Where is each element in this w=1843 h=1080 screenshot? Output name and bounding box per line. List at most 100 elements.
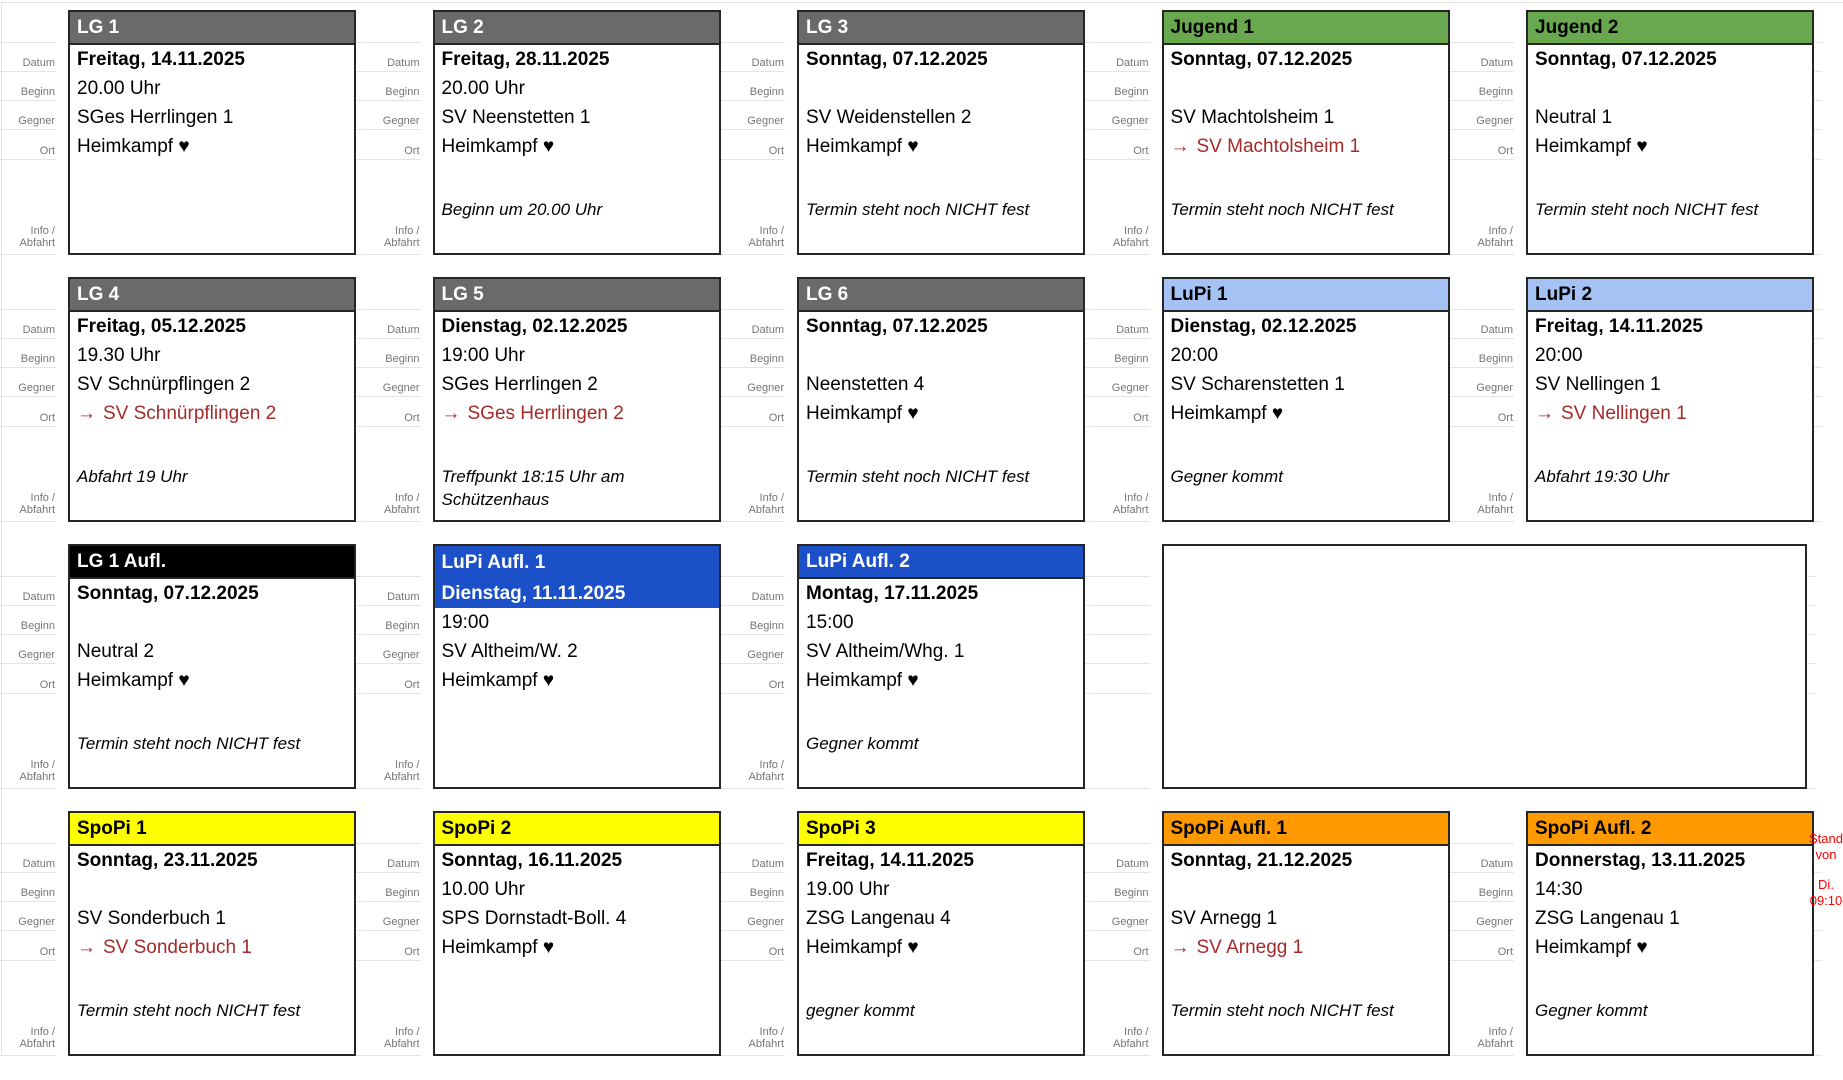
away-arrow-icon: → — [1170, 937, 1190, 958]
team-schedule-cell: Datum Beginn Gegner Ort Info / Abfahrt L… — [0, 544, 365, 789]
team-card-header: LG 1 — [70, 12, 354, 45]
row-label-gutter: Datum Beginn Gegner Ort Info / Abfahrt — [0, 811, 68, 1056]
match-begin-time: 19:00 — [441, 612, 490, 633]
team-name: LG 4 — [77, 284, 120, 305]
match-location: → SV Machtolsheim 1 — [1170, 136, 1361, 157]
home-heart-icon: ♥ — [1271, 403, 1284, 424]
match-begin-time — [806, 74, 1083, 103]
ort-label: Ort — [1133, 946, 1149, 958]
team-card-header: SpoPi Aufl. 1 — [1163, 813, 1448, 846]
row-label-gutter: Datum Beginn Gegner Ort Info / Abfahrt — [1093, 277, 1162, 522]
info-abfahrt-label-cell: Info / Abfahrt — [364, 160, 421, 255]
datum-label: Datum — [387, 858, 420, 870]
team-name: LG 6 — [806, 284, 849, 305]
match-begin-time: 20.00 Uhr — [77, 78, 161, 99]
home-heart-icon: ♥ — [907, 937, 919, 958]
ort-label-cell: Ort — [364, 931, 421, 961]
match-location: Heimkampf ♥ — [1170, 403, 1284, 424]
ort-label-cell: Ort — [364, 664, 421, 694]
datum-label: Datum — [751, 324, 784, 336]
team-card: Jugend 1 Sonntag, 07.12.2025 SV Machtols… — [1161, 10, 1450, 255]
match-date: Freitag, 28.11.2025 — [441, 49, 610, 70]
gutter-header-spacer — [0, 811, 56, 844]
beginn-label-cell: Beginn — [729, 873, 785, 902]
gegner-label-cell: Gegner — [729, 902, 785, 931]
match-date: Dienstag, 02.12.2025 — [1170, 316, 1357, 337]
match-opponent: Neutral 1 — [1535, 107, 1613, 128]
team-card-header: LG 6 — [799, 279, 1083, 312]
match-date: Sonntag, 23.11.2025 — [77, 850, 258, 871]
team-schedule-cell: Datum Beginn Gegner Ort Info / Abfahrt L… — [1093, 277, 1459, 522]
ort-label: Ort — [404, 679, 420, 691]
match-begin-time: 19.00 Uhr — [806, 879, 890, 900]
team-card-body: Sonntag, 23.11.2025 SV Sonderbuch 1 → SV … — [70, 846, 354, 1054]
info-abfahrt-label: Info / Abfahrt — [1477, 1026, 1513, 1050]
info-abfahrt-label-cell: Info / Abfahrt — [729, 694, 785, 789]
team-card-header: LuPi Aufl. 2 — [799, 546, 1083, 579]
team-card: LG 2 Freitag, 28.11.2025 20.00 Uhr SV Ne… — [432, 10, 721, 255]
datum-label-cell: Datum — [364, 577, 421, 606]
team-card: SpoPi 1 Sonntag, 23.11.2025 SV Sonderbuc… — [68, 811, 356, 1056]
away-arrow-icon: → — [1170, 136, 1190, 157]
beginn-label: Beginn — [749, 86, 784, 98]
gutter-header-spacer — [0, 10, 56, 43]
ort-label-cell: Ort — [0, 931, 56, 961]
info-abfahrt-label-cell: Info / Abfahrt — [729, 427, 785, 522]
gegner-label: Gegner — [18, 916, 55, 928]
team-name: LuPi Aufl. 1 — [441, 552, 546, 573]
match-begin-time — [77, 608, 354, 637]
match-date: Sonntag, 07.12.2025 — [77, 583, 259, 604]
beginn-label-cell: Beginn — [0, 339, 56, 368]
gegner-label: Gegner — [382, 916, 420, 928]
ort-label: Ort — [39, 946, 55, 958]
team-schedule-cell: Datum Beginn Gegner Ort Info / Abfahrt L… — [1458, 277, 1823, 522]
match-info-note: Abfahrt 19 Uhr — [77, 467, 188, 486]
match-location: Heimkampf ♥ — [806, 670, 919, 691]
team-card: LG 1 Freitag, 14.11.2025 20.00 Uhr SGes … — [68, 10, 356, 255]
gegner-label-cell: Gegner — [1093, 101, 1150, 130]
match-begin-time: 15:00 — [806, 612, 854, 633]
gutter-header-spacer — [1458, 277, 1514, 310]
team-name: SpoPi 2 — [441, 818, 512, 839]
info-abfahrt-label-cell: Info / Abfahrt — [0, 694, 56, 789]
team-card-header: LG 5 — [434, 279, 719, 312]
team-name: SpoPi 3 — [806, 818, 876, 839]
gegner-label-cell: Gegner — [729, 101, 785, 130]
beginn-label-cell: Beginn — [729, 72, 785, 101]
team-schedule-cell: Datum Beginn Gegner Ort Info / Abfahrt J… — [1093, 10, 1459, 255]
team-name: LG 2 — [441, 17, 484, 38]
team-name: LG 1 — [77, 17, 120, 38]
datum-label-cell: Datum — [0, 310, 56, 339]
match-location: Heimkampf ♥ — [441, 136, 555, 157]
gegner-label: Gegner — [18, 649, 55, 661]
info-abfahrt-label-cell: Info / Abfahrt — [1458, 961, 1514, 1056]
away-arrow-icon: → — [1535, 403, 1554, 424]
team-card: LG 6 Sonntag, 07.12.2025 Neenstetten 4 H… — [797, 277, 1085, 522]
team-card-header: SpoPi 3 — [799, 813, 1083, 846]
ort-label-cell: Ort — [1093, 130, 1150, 160]
info-abfahrt-label-cell: Info / Abfahrt — [364, 427, 421, 522]
datum-label: Datum — [1480, 324, 1513, 336]
home-heart-icon: ♥ — [542, 937, 555, 958]
away-arrow-icon: → — [441, 403, 461, 424]
row-label-gutter: Datum Beginn Gegner Ort Info / Abfahrt — [0, 277, 68, 522]
row-label-gutter: Datum Beginn Gegner Ort Info / Abfahrt — [364, 277, 433, 522]
team-card-header: LG 4 — [70, 279, 354, 312]
team-card-header: SpoPi 1 — [70, 813, 354, 846]
beginn-label-cell: Beginn — [729, 606, 785, 635]
row-label-gutter: Datum Beginn Gegner Ort Info / Abfahrt — [364, 811, 433, 1056]
match-date: Sonntag, 07.12.2025 — [806, 316, 988, 337]
gegner-label: Gegner — [747, 649, 784, 661]
team-card: LuPi 2 Freitag, 14.11.2025 20:00 SV Nell… — [1526, 277, 1814, 522]
match-begin-time: 20.00 Uhr — [441, 78, 525, 99]
datum-label-cell: Datum — [1458, 844, 1514, 873]
beginn-label-cell: Beginn — [1093, 339, 1150, 368]
match-info-note: gegner kommt — [806, 1001, 915, 1020]
datum-label-cell: Datum — [729, 310, 785, 339]
team-schedule-cell: Datum Beginn Gegner Ort Info / Abfahrt L… — [0, 10, 365, 255]
gegner-label: Gegner — [18, 115, 55, 127]
home-heart-icon: ♥ — [1636, 136, 1648, 157]
gegner-label: Gegner — [747, 382, 784, 394]
match-opponent: SV Neenstetten 1 — [441, 107, 591, 128]
datum-label-cell: Datum — [364, 310, 421, 339]
